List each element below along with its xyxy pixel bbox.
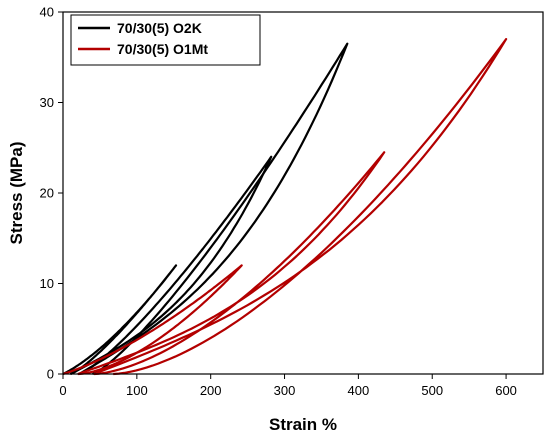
series-0-cycle-1-loop: [62, 264, 178, 376]
series-0-cycle-3-loop: [78, 42, 349, 376]
legend-box: [70, 14, 261, 66]
legend-label-o1mt: 70/30(5) O1Mt: [117, 41, 208, 57]
x-tick-label: 200: [200, 383, 222, 398]
series-1-cycle-3-loop: [93, 38, 508, 376]
plot-lines: [62, 38, 508, 376]
plot-frame: [62, 11, 544, 375]
x-tick-label: 300: [274, 383, 296, 398]
x-tick-label: 600: [495, 383, 517, 398]
x-axis-ticks: 0 100 200 300 400 500 600: [59, 374, 517, 398]
y-tick-label: 30: [40, 95, 54, 110]
y-axis-ticks: 0 10 20 30 40: [40, 5, 63, 382]
y-tick-label: 40: [40, 5, 54, 20]
y-tick-label: 10: [40, 276, 54, 291]
x-tick-label: 0: [59, 383, 66, 398]
y-tick-label: 0: [47, 367, 54, 382]
y-tick-label: 20: [40, 186, 54, 201]
legend: 70/30(5) O2K 70/30(5) O1Mt: [70, 14, 261, 66]
legend-label-o2k: 70/30(5) O2K: [117, 20, 202, 36]
x-tick-label: 400: [348, 383, 370, 398]
x-tick-label: 500: [421, 383, 443, 398]
x-tick-label: 100: [126, 383, 148, 398]
x-axis-label: Strain %: [269, 415, 337, 434]
series-1-cycle-2-loop: [77, 151, 386, 376]
y-axis-label: Stress (MPa): [7, 142, 26, 245]
